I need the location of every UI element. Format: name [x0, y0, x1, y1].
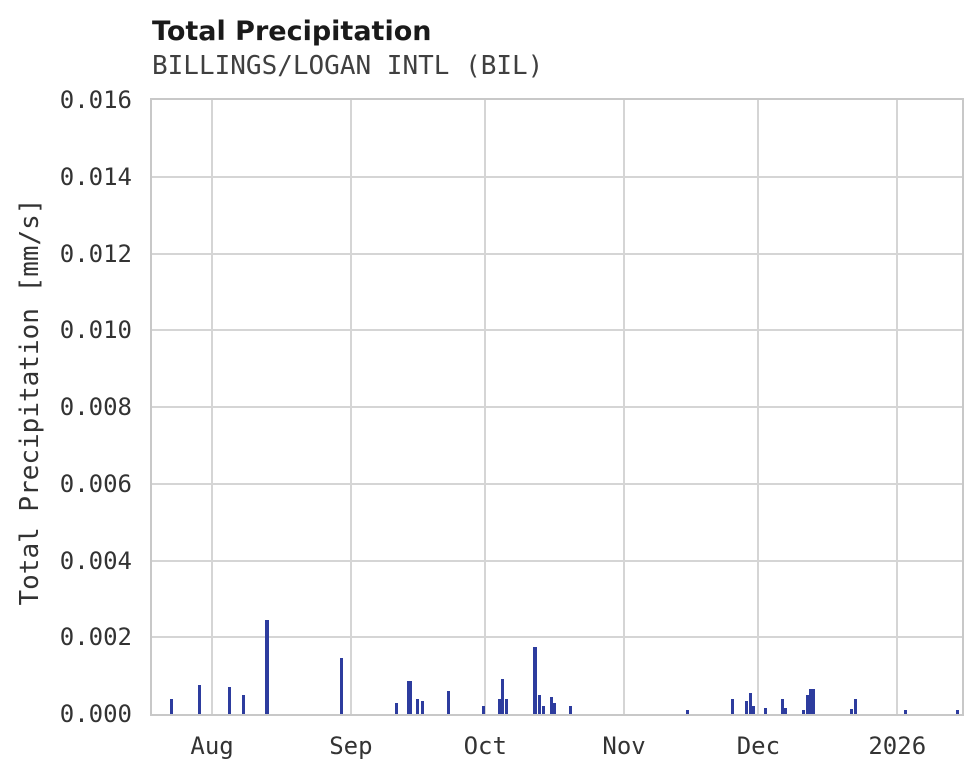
y-tick-label: 0.006 — [59, 469, 132, 498]
grid-line-y — [152, 175, 962, 178]
y-tick-label: 0.004 — [59, 546, 132, 575]
precipitation-bar — [406, 681, 412, 714]
grid-line-y — [152, 329, 962, 332]
y-tick-label: 0.014 — [59, 162, 132, 191]
y-tick-label: 0.000 — [59, 700, 132, 728]
y-tick-label: 0.002 — [59, 623, 132, 652]
precipitation-bar — [569, 706, 573, 714]
precipitation-bar — [904, 710, 908, 714]
precipitation-bar — [446, 690, 450, 714]
grid-line-x — [484, 100, 487, 714]
chart-subtitle: BILLINGS/LOGAN INTL (BIL) — [152, 51, 544, 81]
precipitation-bar — [751, 706, 755, 714]
precipitation-bar — [553, 702, 557, 714]
chart-title: Total Precipitation — [152, 16, 432, 47]
y-tick-label: 0.010 — [59, 316, 132, 345]
precipitation-bar — [730, 698, 734, 714]
precipitation-bar — [802, 710, 806, 714]
precipitation-bar — [339, 658, 343, 714]
grid-line-x — [349, 100, 352, 714]
x-tick-label: 2026 — [868, 732, 927, 760]
precipitation-bar — [542, 706, 546, 714]
grid-line-y — [152, 559, 962, 562]
grid-line-x — [896, 100, 899, 714]
precipitation-bar — [748, 692, 752, 714]
grid-line-x — [211, 100, 214, 714]
grid-line-y — [152, 482, 962, 485]
precipitation-bar — [956, 710, 960, 714]
precipitation-bar — [533, 646, 538, 714]
precipitation-bar — [227, 687, 231, 714]
precipitation-bar — [498, 698, 502, 714]
precipitation-bar — [421, 700, 425, 714]
grid-line-y — [152, 636, 962, 639]
x-tick-label: Sep — [329, 732, 373, 760]
precipitation-bar — [170, 698, 174, 714]
precipitation-bar — [853, 698, 857, 714]
precipitation-bar — [850, 709, 854, 714]
precipitation-bar — [745, 700, 749, 714]
y-tick-label: 0.016 — [59, 86, 132, 114]
grid-line-x — [623, 100, 626, 714]
precipitation-bar — [806, 694, 810, 714]
plot-area — [150, 98, 964, 716]
x-tick-label: Dec — [736, 732, 781, 760]
precipitation-bar — [395, 702, 399, 714]
precipitation-bar — [241, 694, 245, 714]
x-tick-label: Aug — [190, 732, 234, 760]
y-tick-label: 0.012 — [59, 239, 132, 268]
precipitation-bar — [197, 685, 201, 714]
x-tick-label: Oct — [463, 732, 507, 760]
precipitation-bar — [549, 696, 553, 714]
precipitation-bar — [264, 619, 269, 714]
precipitation-bar — [812, 689, 816, 714]
precipitation-bar — [505, 698, 509, 714]
grid-line-y — [152, 406, 962, 408]
precipitation-bar — [482, 706, 486, 714]
precipitation-bar — [501, 679, 505, 714]
precipitation-bar — [764, 708, 768, 714]
precipitation-bar — [537, 694, 541, 714]
precipitation-bar — [784, 708, 788, 714]
grid-line-y — [152, 252, 962, 255]
precipitation-bar — [809, 689, 813, 714]
y-tick-label: 0.008 — [59, 393, 132, 421]
x-tick-label: Nov — [602, 732, 646, 760]
precipitation-bar — [416, 698, 420, 714]
grid-line-x — [757, 100, 760, 714]
precipitation-bar — [686, 710, 690, 714]
precipitation-bar — [781, 698, 785, 714]
